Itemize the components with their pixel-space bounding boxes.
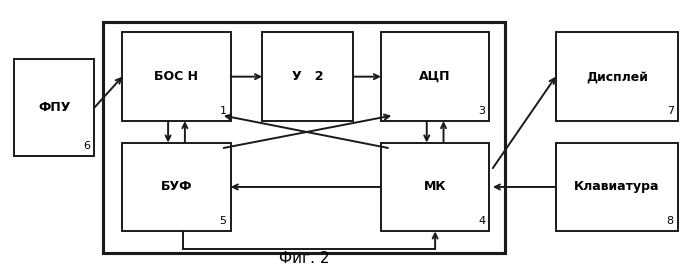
Text: 1: 1 [219,106,226,116]
Text: 3: 3 [478,106,485,116]
Text: Дисплей: Дисплей [586,70,648,83]
Text: Фиг. 2: Фиг. 2 [279,251,329,266]
Text: У   2: У 2 [291,70,324,83]
Bar [556,32,678,121]
Text: Клавиатура: Клавиатура [574,180,660,193]
Text: МК: МК [424,180,447,193]
Bar [14,59,94,156]
Text: ФПУ: ФПУ [38,101,71,114]
Bar [122,32,231,121]
Bar [262,32,353,121]
Bar [103,22,505,253]
Text: БУФ: БУФ [161,180,192,193]
Bar [556,143,678,231]
Text: 6: 6 [83,141,90,151]
Text: БОС Н: БОС Н [154,70,199,83]
Text: 8: 8 [667,216,674,226]
Text: 4: 4 [478,216,485,226]
Bar [122,143,231,231]
Text: 7: 7 [667,106,674,116]
Text: АЦП: АЦП [419,70,451,83]
Bar [381,32,489,121]
Bar [381,143,489,231]
Text: 5: 5 [219,216,226,226]
